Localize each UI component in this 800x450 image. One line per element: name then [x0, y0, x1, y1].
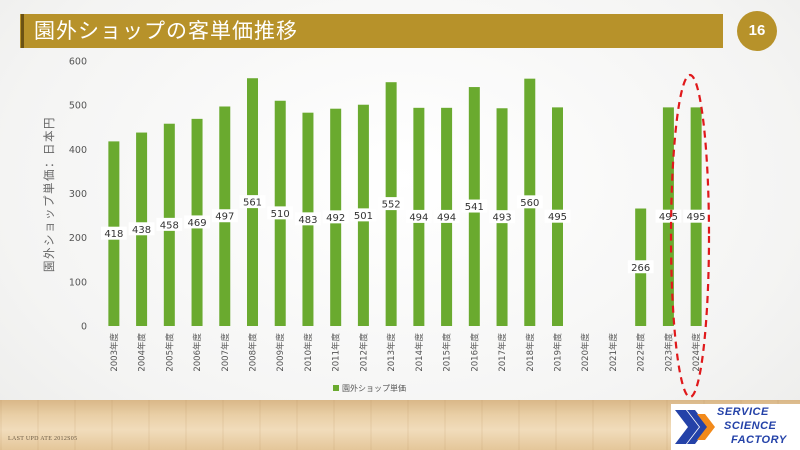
x-tick-label: 2012年度 — [358, 333, 369, 372]
x-tick-label: 2014年度 — [414, 333, 425, 372]
x-tick-label: 2007年度 — [220, 333, 231, 372]
y-tick-label: 0 — [81, 322, 87, 333]
wood-floor-decoration — [0, 400, 800, 450]
data-label: 510 — [271, 209, 290, 220]
y-axis-ticks: 0 100 200 300 400 500 600 — [69, 57, 87, 333]
x-tick-label: 2016年度 — [469, 333, 480, 372]
data-label-background — [322, 210, 349, 224]
title-band — [20, 14, 723, 48]
x-tick-label: 2022年度 — [636, 333, 647, 372]
data-label-background — [239, 195, 266, 209]
x-tick-label: 2003年度 — [109, 333, 120, 372]
x-tick-label: 2024年度 — [691, 333, 702, 372]
data-label-background — [405, 209, 432, 223]
data-label: 483 — [298, 215, 317, 226]
y-tick-label: 300 — [69, 189, 87, 200]
data-label-background — [211, 209, 238, 223]
footer-update-note: LAST UPD ATE 2012S05 — [8, 436, 78, 442]
data-label-background — [184, 215, 210, 229]
x-tick-label: 2010年度 — [303, 333, 314, 372]
legend-label: 園外ショップ単価 — [342, 383, 406, 393]
data-label: 494 — [409, 212, 428, 223]
data-label: 494 — [437, 212, 456, 223]
y-tick-label: 600 — [69, 57, 87, 68]
legend: 園外ショップ単価 — [333, 383, 406, 393]
x-tick-label: 2021年度 — [608, 333, 619, 372]
data-label-background — [378, 197, 405, 211]
data-label-background — [544, 209, 571, 223]
data-label-background — [433, 209, 460, 223]
legend-swatch — [333, 385, 339, 391]
y-tick-label: 100 — [69, 277, 87, 288]
data-label: 497 — [215, 212, 234, 223]
data-label: 438 — [132, 225, 151, 236]
data-label-background — [655, 209, 682, 223]
data-label-background — [627, 260, 654, 274]
data-label: 561 — [243, 198, 262, 209]
data-label-background — [156, 217, 183, 231]
x-tick-label: 2006年度 — [192, 333, 203, 372]
y-tick-label: 200 — [69, 233, 87, 244]
data-label: 418 — [104, 229, 123, 240]
data-label-background — [516, 195, 543, 209]
x-tick-label: 2023年度 — [663, 333, 674, 372]
y-tick-label: 400 — [69, 145, 87, 156]
data-label-background — [267, 206, 294, 220]
x-tick-label: 2004年度 — [137, 333, 148, 372]
slide-title: 園外ショップの客単価推移 — [34, 19, 298, 43]
logo-chevron-icon — [675, 410, 715, 444]
service-science-factory-logo: SERVICE SCIENCE FACTORY — [671, 404, 800, 450]
x-axis-tick-labels: 2003年度 2004年度 2005年度 2006年度 2007年度 2008年度 2009… — [109, 333, 702, 372]
x-tick-label: 2017年度 — [497, 333, 508, 372]
data-label-background — [295, 212, 321, 226]
data-label: 560 — [520, 198, 539, 209]
x-tick-label: 2019年度 — [553, 333, 564, 372]
data-label: 492 — [326, 213, 345, 224]
data-label: 495 — [687, 212, 706, 223]
x-tick-label: 2009年度 — [275, 333, 286, 372]
data-label: 495 — [548, 212, 567, 223]
x-tick-label: 2011年度 — [331, 333, 342, 372]
data-label: 541 — [465, 202, 484, 213]
x-tick-label: 2008年度 — [248, 333, 259, 372]
data-labels: 418 438 458 469 497 561 510 483 492 501 552 494 494 5… — [100, 195, 710, 274]
x-tick-label: 2018年度 — [525, 333, 536, 372]
data-label-background — [350, 208, 377, 222]
page-number-badge: 16 — [737, 11, 777, 51]
logo-text-line-2: SCIENCE — [724, 420, 777, 432]
title-accent-rule — [21, 14, 24, 48]
logo-text-line-1: SERVICE — [717, 406, 769, 418]
y-axis-label: 園外ショップ単価：日本円 — [42, 116, 56, 272]
x-tick-label: 2013年度 — [386, 333, 397, 372]
data-label-background — [461, 199, 488, 213]
data-label: 458 — [160, 220, 179, 231]
data-label-background — [683, 209, 710, 223]
data-label-background — [128, 222, 155, 236]
data-label: 495 — [659, 212, 678, 223]
logo-text-line-3: FACTORY — [731, 434, 787, 446]
data-label: 493 — [492, 213, 511, 224]
data-label: 266 — [631, 263, 650, 274]
x-tick-label: 2015年度 — [442, 333, 453, 372]
data-label: 552 — [382, 200, 401, 211]
data-label: 469 — [187, 218, 206, 229]
bar-series — [108, 78, 702, 327]
x-tick-label: 2020年度 — [580, 333, 591, 372]
data-label-background — [489, 210, 515, 224]
data-label-background — [100, 226, 127, 240]
data-label: 501 — [354, 211, 373, 222]
x-tick-label: 2005年度 — [164, 333, 175, 372]
y-tick-label: 500 — [69, 101, 87, 112]
highlight-ellipse — [669, 73, 711, 399]
